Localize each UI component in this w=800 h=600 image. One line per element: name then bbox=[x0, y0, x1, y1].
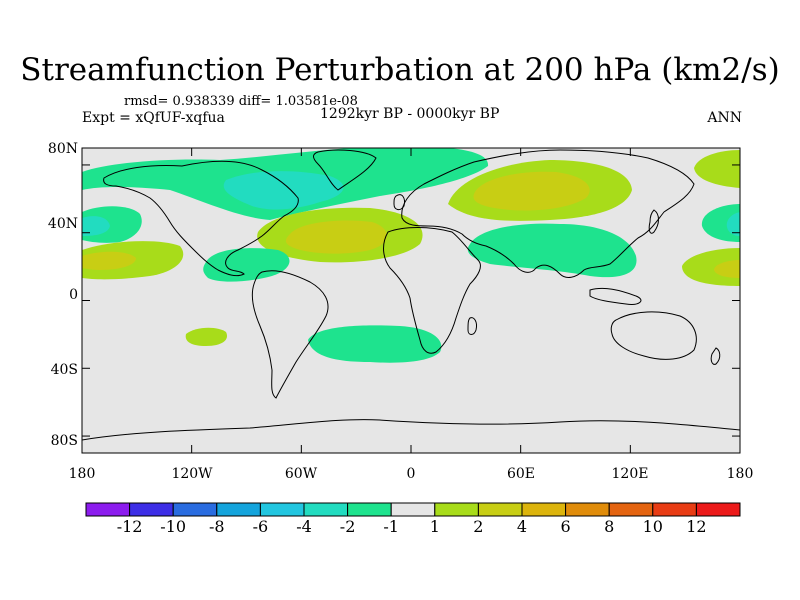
contour-subtrop-east-plus2 bbox=[714, 260, 740, 278]
lon-label-120w: 120W bbox=[171, 466, 213, 482]
coast-uk bbox=[393, 194, 405, 211]
stats-line: rmsd= 0.938339 diff= 1.03581e-08 bbox=[124, 94, 358, 109]
contour-pacific-east-minus2 bbox=[726, 212, 740, 236]
lon-label-60e: 60E bbox=[506, 466, 536, 482]
contour-eurasia-plus2 bbox=[473, 171, 590, 211]
lon-label-180e: 180 bbox=[726, 466, 754, 482]
lon-label-180w: 180 bbox=[68, 466, 96, 482]
lat-label-80s: 80S bbox=[50, 433, 78, 449]
coast-north-america bbox=[103, 160, 299, 277]
colorbar-box-6 bbox=[347, 502, 392, 517]
period-label: 1292kyr BP - 0000kyr BP bbox=[320, 106, 500, 122]
contour-subtrop-pacific-plus2 bbox=[82, 251, 136, 270]
axis-ticks bbox=[81, 148, 741, 453]
colorbar-box-2 bbox=[172, 502, 218, 517]
lat-label-0: 0 bbox=[69, 287, 78, 303]
coast-australia bbox=[610, 311, 697, 360]
lat-label-40s: 40S bbox=[50, 362, 78, 378]
coast-africa bbox=[383, 227, 481, 354]
contour-arctic-east-plus bbox=[694, 150, 740, 188]
colorbar-box-13 bbox=[652, 502, 697, 517]
colorbar-label-7: 1 bbox=[429, 517, 440, 536]
colorbar-box-9 bbox=[477, 502, 523, 517]
experiment-label: Expt = xQfUF-xqfua bbox=[82, 110, 225, 126]
coast-south-america bbox=[251, 270, 329, 399]
lon-label-120e: 120E bbox=[611, 466, 649, 482]
plot-title: Streamfunction Perturbation at 200 hPa (… bbox=[20, 52, 780, 88]
coast-greenland bbox=[313, 149, 377, 191]
contour-asia-minus bbox=[467, 223, 637, 278]
colorbar-box-4 bbox=[259, 502, 305, 517]
colorbar-box-14 bbox=[695, 502, 741, 517]
season-label: ANN bbox=[707, 110, 742, 126]
lon-label-60w: 60W bbox=[284, 466, 318, 482]
coast-new-zealand bbox=[710, 347, 721, 365]
contour-south-pacific-plus bbox=[185, 327, 228, 346]
coast-madagascar bbox=[467, 317, 477, 335]
colorbar-label-3: -6 bbox=[252, 517, 269, 536]
colorbar-box-3 bbox=[216, 502, 261, 517]
colorbar-box-10 bbox=[521, 502, 567, 517]
coastlines bbox=[82, 149, 740, 441]
colorbar-label-5: -2 bbox=[339, 517, 356, 536]
contour-fields bbox=[82, 148, 740, 363]
coast-antarctica bbox=[82, 419, 740, 441]
map-background bbox=[82, 148, 740, 453]
coast-japan bbox=[648, 209, 659, 234]
lat-label-80n: 80N bbox=[47, 141, 78, 157]
colorbar-label-12: 10 bbox=[642, 517, 663, 536]
colorbar-label-2: -8 bbox=[209, 517, 225, 536]
colorbar-box-0 bbox=[85, 502, 131, 517]
coast-eurasia bbox=[401, 149, 695, 278]
contour-canada-minus2 bbox=[223, 171, 344, 210]
contour-atlantic-plus2 bbox=[285, 220, 387, 254]
lon-label-0: 0 bbox=[406, 466, 416, 482]
colorbar-box-11 bbox=[565, 502, 610, 517]
colorbar-box-8 bbox=[434, 502, 479, 517]
colorbar-box-1 bbox=[129, 502, 174, 517]
colorbar bbox=[85, 502, 741, 517]
lat-label-40n: 40N bbox=[47, 216, 78, 232]
colorbar-label-9: 4 bbox=[516, 517, 528, 536]
colorbar-label-8: 2 bbox=[473, 517, 484, 536]
contour-south-atlantic-minus bbox=[308, 325, 442, 363]
colorbar-label-13: 12 bbox=[686, 517, 707, 536]
colorbar-label-11: 8 bbox=[604, 517, 615, 536]
colorbar-label-0: -12 bbox=[116, 517, 143, 536]
colorbar-box-5 bbox=[303, 502, 349, 517]
colorbar-label-1: -10 bbox=[160, 517, 187, 536]
colorbar-label-10: 6 bbox=[560, 517, 571, 536]
contour-pacific-west-minus2 bbox=[82, 216, 110, 236]
colorbar-label-4: -4 bbox=[296, 517, 312, 536]
colorbar-box-7 bbox=[390, 502, 436, 517]
colorbar-box-12 bbox=[608, 502, 654, 517]
colorbar-label-6: -1 bbox=[383, 517, 399, 536]
coast-indonesia bbox=[589, 287, 642, 305]
